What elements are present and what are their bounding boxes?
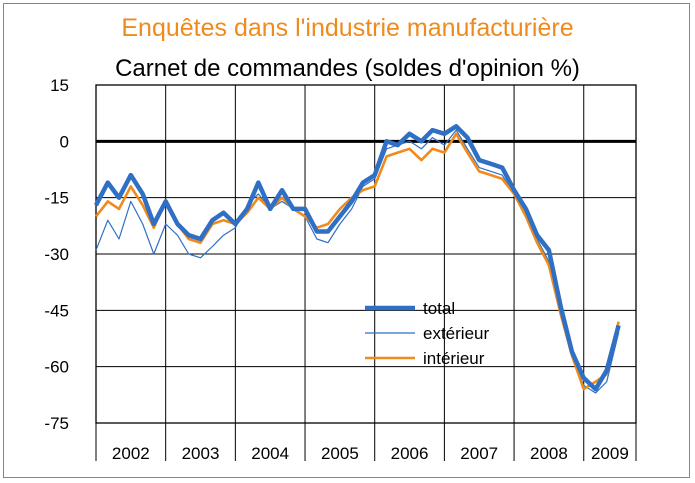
y-tick-label: -75 — [44, 414, 69, 433]
y-tick-label: -15 — [44, 189, 69, 208]
x-tick-label: 2003 — [182, 444, 220, 463]
legend-label-0: total — [423, 299, 455, 318]
x-tick-label: 2007 — [460, 444, 498, 463]
x-tick-label: 2005 — [321, 444, 359, 463]
y-tick-label: 0 — [60, 132, 69, 151]
x-tick-label: 2008 — [530, 444, 568, 463]
x-tick-label: 2004 — [251, 444, 289, 463]
x-tick-label: 2002 — [112, 444, 150, 463]
chart-subtitle: Carnet de commandes (soldes d'opinion %) — [115, 55, 580, 82]
y-tick-label: 15 — [50, 76, 69, 95]
series-line-1 — [95, 129, 620, 394]
series-line-2 — [94, 132, 620, 391]
chart-title: Enquêtes dans l'industrie manufacturière — [121, 14, 574, 42]
x-tick-label: 2006 — [391, 444, 429, 463]
y-tick-label: -30 — [44, 245, 69, 264]
series-line-0 — [94, 124, 621, 392]
series-lines — [94, 124, 621, 394]
legend-label-2: intérieur — [423, 349, 485, 368]
y-tick-label: -60 — [44, 358, 69, 377]
chart-frame — [3, 3, 690, 478]
y-tick-label: -45 — [44, 301, 69, 320]
legend-label-1: extérieur — [423, 324, 489, 343]
x-axis: 2002 2003 2004 2005 2006 2007 2008 2009 — [95, 423, 637, 463]
y-axis: 15 0 -15 -30 -45 -60 -75 — [44, 76, 69, 433]
grid — [95, 84, 637, 424]
legend: total extérieur intérieur — [365, 299, 489, 368]
x-tick-label: 2009 — [591, 444, 629, 463]
